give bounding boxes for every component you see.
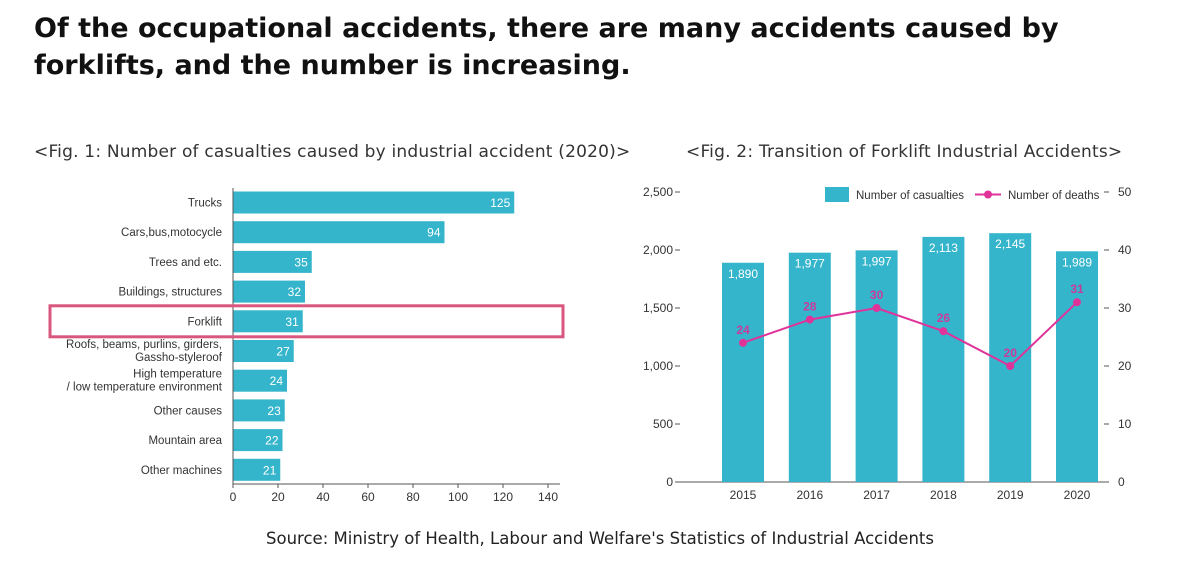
fig1-bar-8: [233, 429, 283, 452]
fig1-category-label-4: Forklift: [188, 316, 223, 328]
fig1-bar-value-3: 32: [288, 285, 302, 299]
fig2-casualty-label-4: 2,145: [995, 237, 1025, 251]
fig1-bar-5: [233, 340, 294, 362]
page-headline: Of the occupational accidents, there are…: [34, 13, 1059, 81]
fig1-x-tick-label-7: 140: [538, 490, 558, 504]
fig2-deaths-label-0: 24: [736, 323, 750, 337]
fig1-bar-4: [233, 310, 303, 333]
fig1-bar-value-1: 94: [427, 226, 441, 240]
fig2-deaths-label-2: 30: [870, 288, 884, 302]
fig2-right-tick-label-1: 10: [1118, 417, 1132, 431]
fig2-year-label-1: 2016: [796, 488, 823, 502]
fig1-x-tick-label-0: 0: [230, 490, 237, 504]
fig2-deaths-point-1: [805, 315, 814, 324]
fig1-bar-value-6: 24: [270, 374, 284, 388]
fig1-bar-value-7: 23: [267, 404, 281, 418]
fig1-x-tick-label-5: 100: [448, 490, 468, 504]
fig2-right-tick-label-2: 20: [1118, 359, 1132, 373]
fig2-deaths-label-4: 20: [1004, 346, 1018, 360]
fig2-right-tick-label-5: 50: [1118, 185, 1132, 199]
fig1-x-tick-label-1: 20: [271, 490, 285, 504]
fig2-left-tick-label-4: 2,000: [643, 243, 673, 257]
fig1-bar-6: [233, 369, 287, 392]
fig1-category-label-3: Buildings, structures: [118, 287, 222, 299]
fig2-deaths-point-4: [1006, 362, 1015, 370]
source-note: Source: Ministry of Health, Labour and W…: [266, 529, 934, 548]
fig1-bar-9: [233, 458, 281, 481]
fig2-deaths-point-3: [939, 327, 948, 336]
fig2-casualty-label-5: 1,989: [1062, 255, 1092, 269]
fig2-legend-deaths-label: Number of deaths: [1008, 190, 1100, 202]
fig2-deaths-point-2: [872, 304, 881, 312]
fig1-bar-value-2: 35: [294, 255, 308, 269]
fig2-casualty-label-0: 1,890: [728, 267, 758, 281]
fig1-forklift-highlight-box: [48, 304, 565, 339]
fig2-deaths-label-1: 28: [803, 300, 817, 314]
fig1-category-label-1: Cars,bus,motocycle: [121, 227, 222, 239]
fig1-category-label-9: Other machines: [141, 465, 222, 477]
fig1-category-label-2: Trees and etc.: [149, 257, 222, 269]
fig2-deaths-line: [742, 301, 1078, 368]
fig2-deaths-label-3: 26: [937, 311, 951, 325]
fig2-casualty-bar-5: [1056, 251, 1098, 482]
fig1-title: <Fig. 1: Number of casualties caused by …: [34, 142, 631, 162]
fig2-casualty-label-3: 2,113: [929, 241, 958, 255]
fig2-left-tick-label-0: 0: [666, 475, 673, 489]
fig1-x-tick-label-2: 40: [316, 490, 330, 504]
fig2-legend-deaths-marker: [984, 190, 992, 199]
fig1-bar-3: [233, 280, 305, 303]
fig1-bar-value-8: 22: [265, 434, 279, 448]
fig2-legend-casualties-swatch: [825, 187, 849, 202]
fig2-year-label-5: 2020: [1064, 488, 1091, 502]
fig1-category-label-5: Roofs, beams, purlins, girders, Gassho-st…: [66, 339, 223, 364]
fig2-right-tick-label-4: 40: [1118, 243, 1132, 257]
fig2-casualty-bar-2: [855, 250, 898, 482]
fig2-year-label-0: 2015: [730, 488, 757, 502]
fig2-casualty-label-2: 1,997: [862, 254, 892, 268]
fig1-category-label-6: High temperature / low temperature enviro…: [67, 369, 223, 394]
fig1-x-tick-label-6: 120: [493, 490, 513, 504]
fig2-left-tick-label-3: 1,500: [643, 301, 673, 315]
fig2-left-tick-label-2: 1,000: [643, 359, 673, 373]
fig1-bar-value-0: 125: [490, 196, 510, 210]
fig2-title: <Fig. 2: Transition of Forklift Industri…: [686, 142, 1123, 162]
fig2-year-label-3: 2018: [930, 488, 957, 502]
fig1-bar-1: [233, 221, 445, 244]
fig2-casualty-bar-3: [922, 236, 965, 482]
fig2-left-tick-label-1: 500: [653, 417, 673, 431]
fig2-right-tick-label-3: 30: [1118, 301, 1132, 315]
fig1-bar-value-5: 27: [276, 345, 290, 359]
fig2-casualty-bar-0: [722, 262, 764, 482]
fig2-right-tick-label-0: 0: [1118, 475, 1125, 489]
fig2-legend-casualties-label: Number of casualties: [856, 190, 964, 202]
fig1-bar-value-4: 31: [285, 315, 299, 329]
fig2-deaths-point-0: [739, 338, 747, 347]
fig1-bar-0: [233, 191, 515, 214]
fig1-category-label-7: Other causes: [154, 405, 223, 417]
fig1-x-tick-label-4: 80: [406, 490, 420, 504]
fig1-category-label-8: Mountain area: [148, 435, 222, 447]
fig1-category-label-0: Trucks: [188, 198, 222, 210]
fig2-deaths-point-5: [1073, 298, 1081, 307]
fig1-bar-7: [233, 399, 285, 422]
fig2-casualty-bar-1: [788, 252, 831, 482]
fig1-bar-2: [233, 250, 312, 273]
fig2-year-label-4: 2019: [997, 488, 1024, 502]
fig2-deaths-label-5: 31: [1070, 282, 1084, 296]
fig2-casualty-label-1: 1,977: [795, 257, 825, 271]
fig2-left-tick-label-5: 2,500: [643, 185, 673, 199]
fig2-year-label-2: 2017: [863, 488, 890, 502]
fig1-bar-value-9: 21: [263, 463, 277, 477]
fig1-x-tick-label-3: 60: [361, 490, 375, 504]
